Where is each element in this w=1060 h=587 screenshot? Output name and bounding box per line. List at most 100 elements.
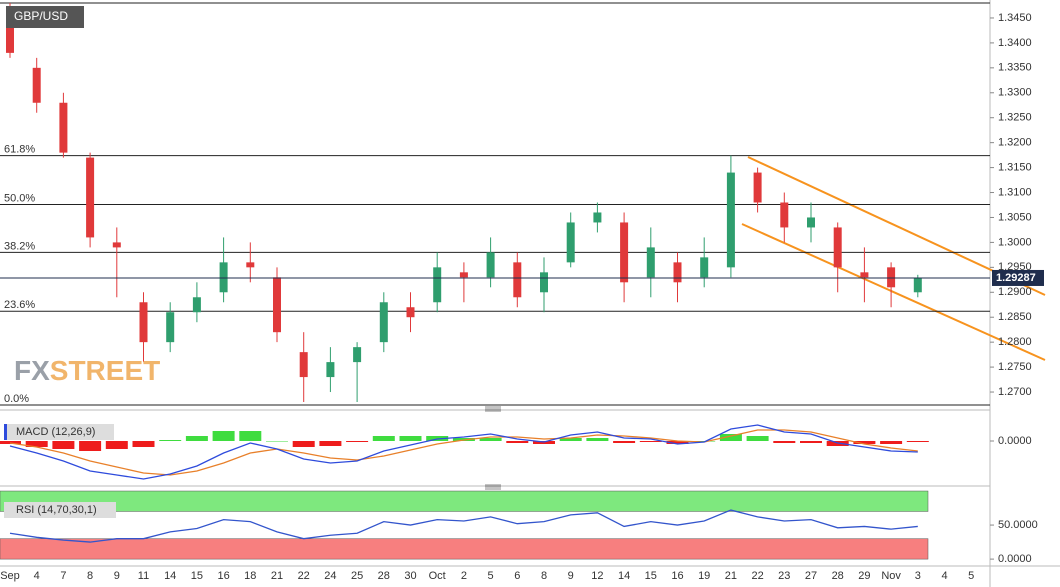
x-tick-label: 14 — [618, 570, 630, 582]
x-tick-label: Oct — [429, 570, 446, 582]
histogram-bar — [613, 441, 636, 443]
x-tick-label: 28 — [378, 570, 390, 582]
fib-label: 23.6% — [4, 299, 35, 311]
candle-body — [219, 262, 228, 293]
candle-body — [700, 257, 709, 278]
last-price-box — [992, 269, 1044, 286]
x-tick-label: 21 — [271, 570, 283, 582]
y-tick-label: 0.0000 — [998, 435, 1032, 447]
watermark-street: STREET — [50, 355, 160, 386]
x-tick-label: 9 — [568, 570, 574, 582]
x-tick-label: 21 — [725, 570, 737, 582]
histogram-bar — [693, 441, 716, 442]
title-box — [6, 6, 84, 28]
candle-body — [807, 217, 815, 228]
candle-body — [246, 262, 255, 268]
x-tick-label: 24 — [324, 570, 336, 582]
y-tick-label: 1.3350 — [998, 62, 1032, 74]
candle-body — [353, 347, 362, 363]
macd-line — [9, 424, 918, 480]
y-tick-label: 1.3100 — [998, 186, 1032, 198]
indicator-box — [4, 502, 116, 518]
candle-body — [673, 262, 682, 283]
x-tick-label: 27 — [805, 570, 817, 582]
y-tick-label: 1.2800 — [998, 336, 1032, 348]
candle-body — [833, 227, 842, 268]
x-tick-label: 15 — [645, 570, 657, 582]
histogram-bar — [639, 441, 662, 442]
x-tick-label: 25 — [351, 570, 363, 582]
histogram-bar — [25, 441, 48, 447]
y-tick-label: 1.3250 — [998, 112, 1032, 124]
x-tick-label: 22 — [751, 570, 763, 582]
x-tick-label: 28 — [832, 570, 844, 582]
x-tick-label: 5 — [968, 570, 974, 582]
fib-label: 0.0% — [4, 393, 29, 405]
candle-body — [593, 212, 602, 223]
candle-body — [326, 362, 335, 378]
histogram-bar — [479, 438, 502, 441]
x-tick-label: 22 — [298, 570, 310, 582]
candle-body — [566, 222, 575, 263]
y-tick-label: 1.3150 — [998, 161, 1032, 173]
macd-title: MACD (12,26,9) — [16, 426, 95, 438]
x-tick-label: 7 — [60, 570, 66, 582]
histogram-bar — [319, 441, 342, 446]
plot-layer: Sep 4 7 8 9 11 14 15 16 18 21 22 24 25 28 30 Oct 2 5 6 8 9 12 1… — [0, 3, 1044, 582]
histogram-bar — [79, 441, 102, 451]
candle-body — [726, 172, 735, 268]
y-tick-label: 1.3400 — [998, 37, 1032, 49]
histogram-bar — [559, 438, 582, 441]
histogram-bar — [800, 441, 822, 443]
rsi-band — [0, 490, 929, 512]
histogram-bar — [399, 436, 422, 441]
x-tick-label: 30 — [404, 570, 416, 582]
y-tick-label: 1.2700 — [998, 386, 1032, 398]
candle-body — [486, 252, 495, 278]
indicator-box — [4, 424, 114, 440]
x-tick-label: 11 — [138, 570, 149, 582]
candle-body — [620, 222, 629, 283]
histogram-bar — [52, 441, 75, 449]
histogram-bar — [506, 441, 529, 443]
candle-body — [273, 277, 281, 333]
x-tick-label: 9 — [114, 570, 120, 582]
histogram-bar — [185, 436, 208, 441]
x-tick-label: 16 — [671, 570, 683, 582]
candle-body — [112, 242, 121, 248]
candle-body — [433, 267, 442, 303]
x-tick-label: 3 — [915, 570, 921, 582]
histogram-bar — [586, 438, 609, 441]
x-tick-label: 23 — [778, 570, 790, 582]
grip — [485, 406, 501, 490]
histogram-bar — [292, 441, 315, 447]
histogram-bar — [212, 431, 235, 441]
histogram-bar — [346, 441, 369, 442]
last-price-label: 1.29287 — [996, 272, 1036, 284]
candle-body — [513, 262, 522, 298]
histogram-bar — [719, 434, 742, 441]
y-tick-label: 1.3200 — [998, 137, 1032, 149]
x-tick-label: 29 — [858, 570, 870, 582]
x-tick-label: 8 — [541, 570, 547, 582]
x-tick-label: 5 — [488, 570, 494, 582]
x-tick-label: 4 — [34, 570, 40, 582]
candle-body — [913, 277, 922, 293]
rsi-band — [0, 538, 929, 560]
indicator-marker — [4, 424, 7, 440]
y-tick-label: 50.0000 — [998, 519, 1038, 531]
histogram-bar — [666, 441, 689, 444]
histogram-bar — [239, 431, 262, 441]
x-tick-label: 4 — [941, 570, 947, 582]
y-tick-label: 0.0000 — [998, 553, 1032, 565]
histogram-bar — [105, 441, 128, 449]
candle-body — [192, 297, 201, 313]
histogram-bar — [880, 441, 903, 444]
x-tick-label: 19 — [698, 570, 710, 582]
candle-body — [780, 202, 789, 228]
signal-line — [9, 429, 918, 476]
y-tick-label: 1.2900 — [998, 286, 1032, 298]
x-tick-label: Nov — [881, 570, 901, 582]
